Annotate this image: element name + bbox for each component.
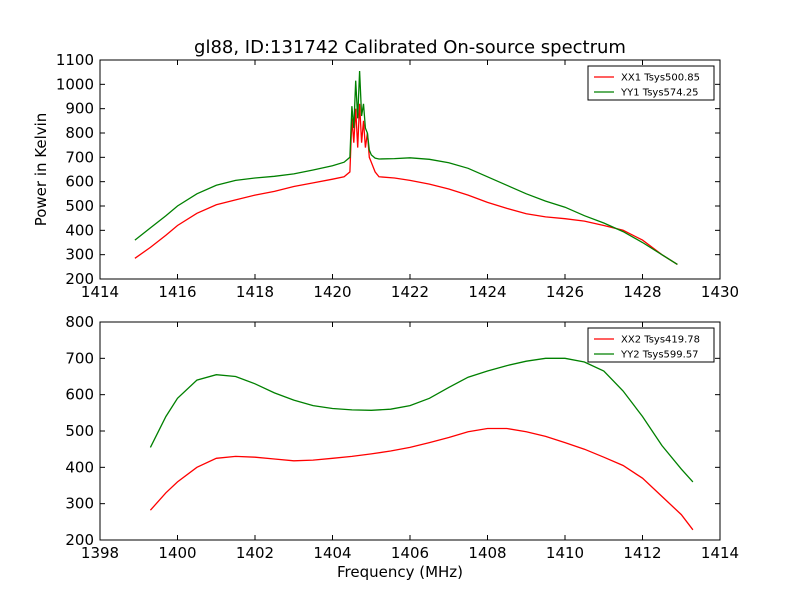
x-tick-label: 1428 bbox=[623, 283, 661, 301]
y-tick-label: 800 bbox=[65, 124, 94, 142]
x-tick-label: 1422 bbox=[391, 283, 429, 301]
y-tick-label: 400 bbox=[65, 221, 94, 239]
x-tick-label: 1402 bbox=[236, 544, 274, 562]
x-tick-label: 1414 bbox=[701, 544, 739, 562]
x-tick-label: 1410 bbox=[546, 544, 584, 562]
x-tick-label: 1430 bbox=[701, 283, 739, 301]
legend-entry: XX1 Tsys500.85 bbox=[621, 73, 700, 84]
x-tick-label: 1406 bbox=[391, 544, 429, 562]
x-tick-label: 1418 bbox=[236, 283, 274, 301]
legend-entry: YY2 Tsys599.57 bbox=[620, 350, 699, 361]
bottom-subplot: 1398 1400 1402 1404 1406 1408 1410 1412 1414 200 3… bbox=[65, 313, 739, 581]
x-tick-label: 1416 bbox=[158, 283, 196, 301]
legend-box bbox=[587, 65, 715, 101]
x-tick-label: 1414 bbox=[81, 283, 119, 301]
y-tick-label: 1000 bbox=[56, 75, 94, 93]
x-tick-label: 1420 bbox=[313, 283, 351, 301]
y-tick-label: 300 bbox=[65, 495, 94, 513]
y-tick-label: 1100 bbox=[56, 51, 94, 69]
x-tick-label: 1400 bbox=[158, 544, 196, 562]
top-subplot: 1414 1416 1418 1420 1422 1424 1426 1428 1430 200 3… bbox=[32, 51, 739, 301]
y-tick-label: 700 bbox=[65, 148, 94, 166]
y-tick-label: 300 bbox=[65, 246, 94, 264]
series-line-xx bbox=[134, 103, 678, 265]
series-line-xx bbox=[149, 427, 694, 531]
y-tick-label: 900 bbox=[65, 100, 94, 118]
y-tick-label: 600 bbox=[65, 173, 94, 191]
y-tick-label: 600 bbox=[65, 386, 94, 404]
x-tick-label: 1404 bbox=[313, 544, 351, 562]
y-tick-label: 200 bbox=[65, 531, 94, 549]
legend: XX1 Tsys500.85 YY1 Tsys574.25 bbox=[587, 65, 715, 101]
y-tick-label: 400 bbox=[65, 458, 94, 476]
series-line-yy bbox=[149, 357, 694, 483]
x-tick-label: 1398 bbox=[81, 544, 119, 562]
y-tick-label: 800 bbox=[65, 313, 94, 331]
y-tick-label: 500 bbox=[65, 422, 94, 440]
legend-entry: YY1 Tsys574.25 bbox=[620, 88, 699, 99]
y-tick-label: 500 bbox=[65, 197, 94, 215]
y-axis-label: Power in Kelvin bbox=[32, 113, 50, 227]
x-tick-label: 1426 bbox=[546, 283, 584, 301]
x-tick-label: 1412 bbox=[623, 544, 661, 562]
series-line-yy bbox=[134, 70, 678, 265]
chart-title: gl88, ID:131742 Calibrated On-source spe… bbox=[194, 37, 626, 58]
legend-box bbox=[587, 327, 715, 363]
legend-entry: XX2 Tsys419.78 bbox=[621, 335, 700, 346]
y-tick-label: 200 bbox=[65, 270, 94, 288]
x-tick-label: 1424 bbox=[468, 283, 506, 301]
y-tick-label: 700 bbox=[65, 349, 94, 367]
x-tick-label: 1408 bbox=[468, 544, 506, 562]
x-axis-label: Frequency (MHz) bbox=[337, 563, 463, 581]
legend: XX2 Tsys419.78 YY2 Tsys599.57 bbox=[587, 327, 715, 363]
